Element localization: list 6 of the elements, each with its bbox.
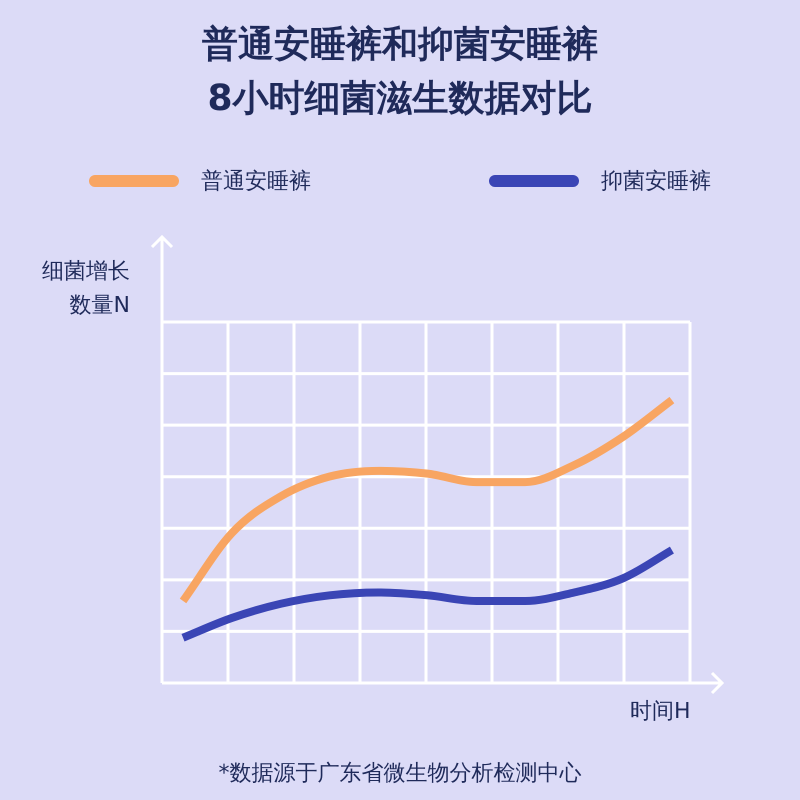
x-axis-title: 时间H (630, 698, 691, 726)
text: *数据源于广东省微生物分析检测中心 (218, 760, 582, 788)
y-axis-title: 细菌增长数量N (41, 258, 130, 320)
legend-label: 普通安睡裤 (201, 168, 311, 196)
legend-label: 抑菌安睡裤 (601, 168, 711, 196)
chart-title: 普通安睡裤和抑菌安睡裤 8小时细菌滋生数据对比 (201, 23, 599, 121)
